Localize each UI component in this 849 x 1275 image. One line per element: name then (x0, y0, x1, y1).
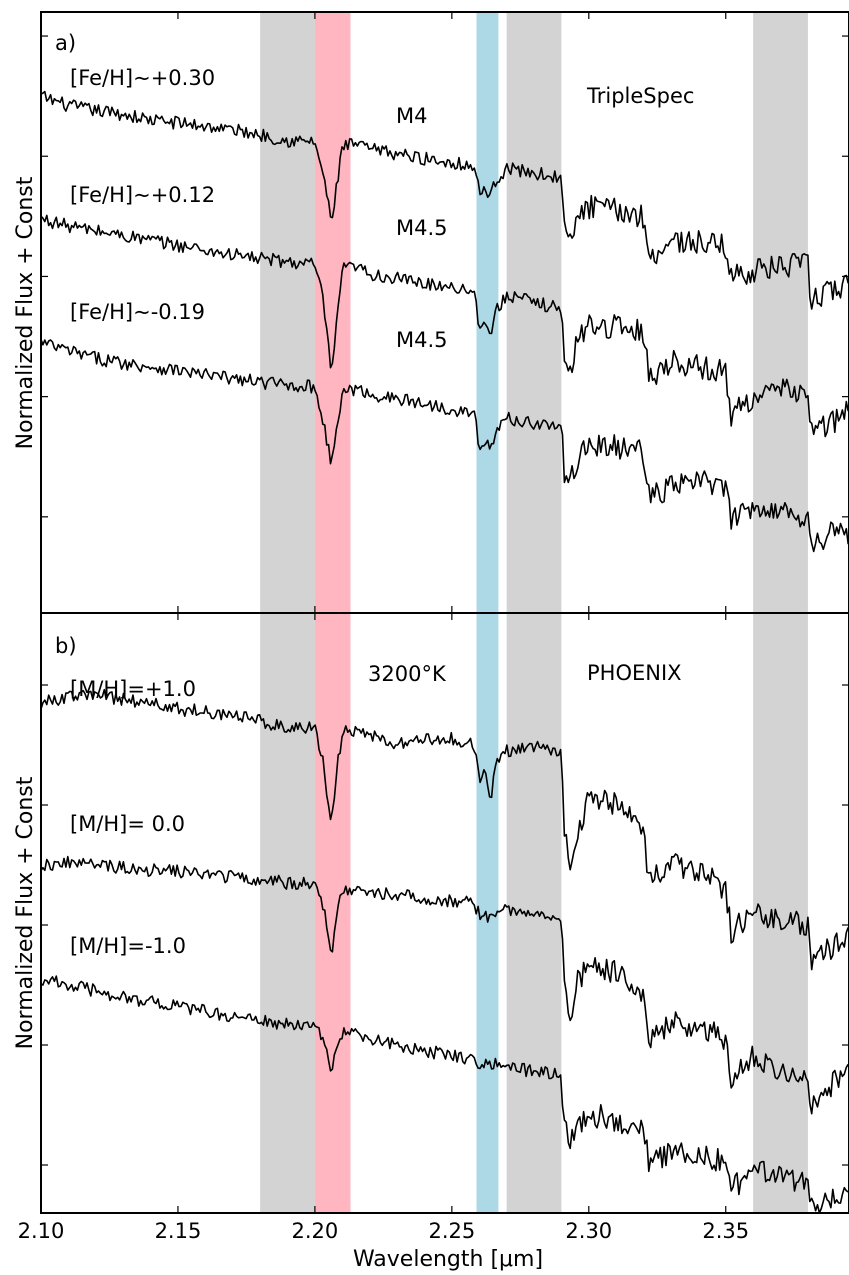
x-tick-label-4: 2.25 (428, 1219, 475, 1243)
panel-b-spectrum-1 (40, 688, 849, 971)
x-tick-label-5: 2.30 (565, 1219, 612, 1243)
panel-a: a) TripleSpec [Fe/H]∼+0.30 [Fe/H]∼+0.12 … (13, 11, 849, 614)
panel-a-series-2-spt: M4.5 (396, 216, 448, 240)
panel-b: b) PHOENIX 3200°K [M/H]=+1.0 [M/H]= 0.0 … (13, 612, 849, 1214)
panel-a-series-3-spt: M4.5 (396, 328, 448, 352)
panel-b-frame (40, 612, 849, 1214)
shaded-band-3 (476, 613, 499, 1213)
panel-a-label: a) (55, 31, 76, 55)
panel-a-spectrum-3 (40, 339, 849, 553)
shaded-band-3 (476, 12, 499, 613)
shaded-band-1 (260, 12, 315, 613)
panel-a-instrument-label: TripleSpec (586, 84, 694, 108)
shaded-band-1 (260, 613, 315, 1213)
panel-b-label: b) (55, 634, 77, 658)
panel-b-temp-label: 3200°K (368, 662, 447, 686)
panel-a-series-1-spt: M4 (396, 104, 427, 128)
x-tick-labels: 2.10 2.15 2.20 2.25 2.30 2.35 (18, 1219, 750, 1243)
panel-a-series-3-name: [Fe/H]∼-0.19 (70, 300, 205, 324)
panel-b-series-2-name: [M/H]= 0.0 (70, 812, 185, 836)
panel-b-series-1-name: [M/H]=+1.0 (70, 677, 196, 701)
panel-b-spectrum-3 (40, 975, 849, 1214)
panel-a-spectrum-2 (40, 214, 849, 438)
shaded-band-5 (753, 613, 808, 1213)
panel-b-instrument-label: PHOENIX (587, 661, 682, 685)
x-axis-label: Wavelength [μm] (353, 1247, 543, 1272)
shaded-band-4 (506, 12, 562, 613)
panel-b-series-3-name: [M/H]=-1.0 (70, 934, 186, 958)
panel-a-series-2-name: [Fe/H]∼+0.12 (70, 183, 215, 207)
x-tick-label-2: 2.15 (155, 1219, 202, 1243)
panel-a-spectrum-1 (40, 90, 849, 310)
shaded-band-2 (314, 12, 351, 613)
x-tick-label-1: 2.10 (18, 1219, 65, 1243)
panel-b-spectrum-2 (40, 855, 849, 1115)
panel-a-series-1-name: [Fe/H]∼+0.30 (70, 66, 215, 90)
x-tick-label-6: 2.35 (702, 1219, 749, 1243)
x-tick-label-3: 2.20 (292, 1219, 339, 1243)
shaded-band-2 (314, 613, 351, 1213)
shaded-band-4 (506, 613, 562, 1213)
panel-b-ylabel: Normalized Flux + Const (13, 776, 38, 1049)
panel-a-ylabel: Normalized Flux + Const (13, 176, 38, 449)
